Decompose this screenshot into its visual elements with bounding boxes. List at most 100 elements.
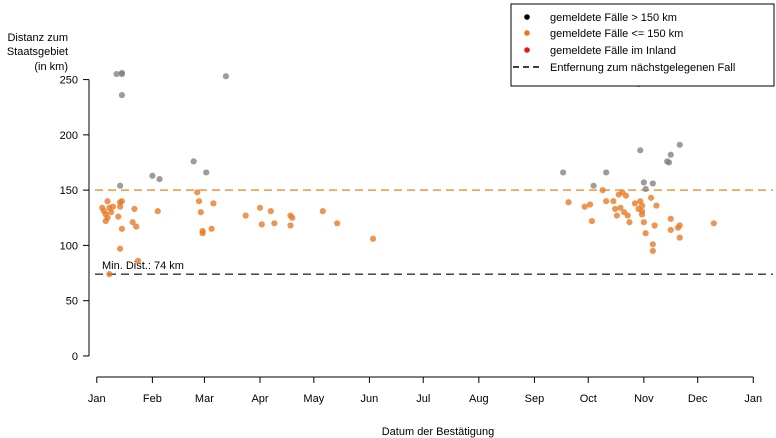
data-point bbox=[640, 179, 647, 186]
x-tick-label: Oct bbox=[580, 393, 597, 405]
data-point bbox=[649, 241, 656, 248]
data-point bbox=[258, 221, 265, 228]
data-point bbox=[603, 198, 610, 205]
data-point bbox=[586, 201, 594, 208]
data-point bbox=[242, 212, 249, 219]
data-point bbox=[156, 175, 163, 183]
data-point bbox=[117, 182, 124, 189]
data-point bbox=[565, 199, 572, 206]
y-axis-title-line-1: Distanz zum bbox=[7, 32, 68, 44]
data-point bbox=[222, 73, 230, 80]
data-point bbox=[665, 159, 673, 166]
data-point bbox=[612, 205, 619, 213]
data-point bbox=[624, 212, 631, 219]
data-point bbox=[104, 198, 111, 205]
data-point bbox=[149, 172, 156, 179]
y-tick-label: 100 bbox=[60, 240, 78, 252]
data-point bbox=[610, 198, 617, 205]
x-tick-label: Jan bbox=[744, 393, 762, 405]
data-point bbox=[190, 158, 197, 165]
legend-label-inland: gemeldete Fälle im Inland bbox=[550, 45, 676, 57]
data-point bbox=[194, 189, 201, 196]
data-point bbox=[642, 185, 649, 193]
legend: gemeldete Fälle > 150 km gemeldete Fälle… bbox=[510, 3, 775, 87]
x-tick-label: Apr bbox=[251, 393, 268, 405]
legend-marker-black bbox=[524, 14, 530, 20]
data-point bbox=[203, 169, 210, 176]
data-point bbox=[195, 198, 203, 205]
data-point bbox=[638, 211, 646, 218]
data-point bbox=[118, 198, 126, 205]
y-tick-label: 150 bbox=[60, 185, 78, 197]
data-point bbox=[267, 208, 274, 215]
data-point bbox=[104, 214, 111, 221]
min-distance-annotation: Min. Dist.: 74 km bbox=[102, 260, 184, 272]
x-tick-label: May bbox=[303, 393, 324, 405]
y-axis: 0 50 100 150 200 250 bbox=[60, 75, 90, 363]
data-point bbox=[287, 222, 294, 229]
data-point bbox=[289, 214, 296, 221]
data-point bbox=[131, 205, 138, 213]
data-point bbox=[106, 271, 113, 278]
data-point bbox=[626, 219, 633, 226]
y-axis-title-line-2: Staatsgebiet bbox=[7, 46, 68, 58]
data-point bbox=[115, 213, 122, 220]
legend-marker-red bbox=[524, 47, 530, 53]
x-tick-label: Dec bbox=[688, 393, 708, 405]
data-point bbox=[118, 70, 126, 78]
data-point bbox=[667, 215, 674, 222]
data-point bbox=[197, 209, 204, 216]
data-point bbox=[319, 208, 326, 215]
x-tick-label: Nov bbox=[634, 393, 654, 405]
y-axis-title-line-3: (in km) bbox=[34, 61, 68, 73]
data-point bbox=[271, 220, 278, 227]
x-axis-title: Datum der Bestätigung bbox=[382, 426, 495, 438]
data-point bbox=[649, 247, 656, 255]
x-tick-label: Jan bbox=[88, 393, 106, 405]
x-tick-label: Jun bbox=[361, 393, 379, 405]
x-tick-label: Mar bbox=[195, 393, 214, 405]
data-point bbox=[369, 235, 377, 242]
x-tick-label: Jul bbox=[416, 393, 430, 405]
data-point bbox=[108, 209, 115, 216]
data-point bbox=[649, 180, 656, 187]
data-point bbox=[617, 204, 624, 211]
data-point bbox=[133, 223, 140, 230]
data-point bbox=[640, 219, 647, 226]
data-point bbox=[676, 234, 683, 241]
data-point bbox=[637, 147, 644, 154]
data-point bbox=[154, 208, 161, 215]
y-tick-label: 50 bbox=[66, 296, 78, 308]
data-point bbox=[667, 226, 674, 234]
data-point bbox=[638, 202, 646, 209]
legend-label-nearest-distance: Entfernung zum nächstgelegenen Fall bbox=[550, 62, 735, 74]
data-point bbox=[603, 169, 610, 176]
data-points bbox=[99, 69, 717, 278]
data-point bbox=[599, 187, 606, 194]
data-point bbox=[676, 222, 683, 229]
data-point bbox=[581, 203, 588, 210]
y-tick-label: 200 bbox=[60, 130, 78, 142]
data-point bbox=[590, 182, 597, 189]
data-point bbox=[622, 192, 630, 199]
data-point bbox=[117, 245, 124, 252]
data-point bbox=[642, 230, 649, 237]
data-point bbox=[118, 91, 126, 99]
data-point bbox=[117, 203, 124, 210]
x-tick-label: Aug bbox=[469, 393, 489, 405]
legend-label-over-150: gemeldete Fälle > 150 km bbox=[550, 12, 677, 24]
x-axis: Jan Feb Mar Apr May Jun Jul Aug Sep Oct Nov Dec Jan bbox=[88, 376, 762, 405]
data-point bbox=[134, 257, 142, 264]
data-point bbox=[588, 217, 595, 225]
data-point bbox=[560, 169, 567, 176]
data-point bbox=[199, 230, 206, 237]
data-point bbox=[334, 220, 341, 227]
data-point bbox=[631, 200, 638, 207]
x-tick-label: Sep bbox=[525, 393, 545, 405]
legend-marker-orange bbox=[524, 30, 530, 36]
legend-box bbox=[510, 3, 775, 87]
data-point bbox=[256, 204, 264, 211]
data-point bbox=[129, 219, 136, 226]
data-point bbox=[651, 222, 658, 229]
